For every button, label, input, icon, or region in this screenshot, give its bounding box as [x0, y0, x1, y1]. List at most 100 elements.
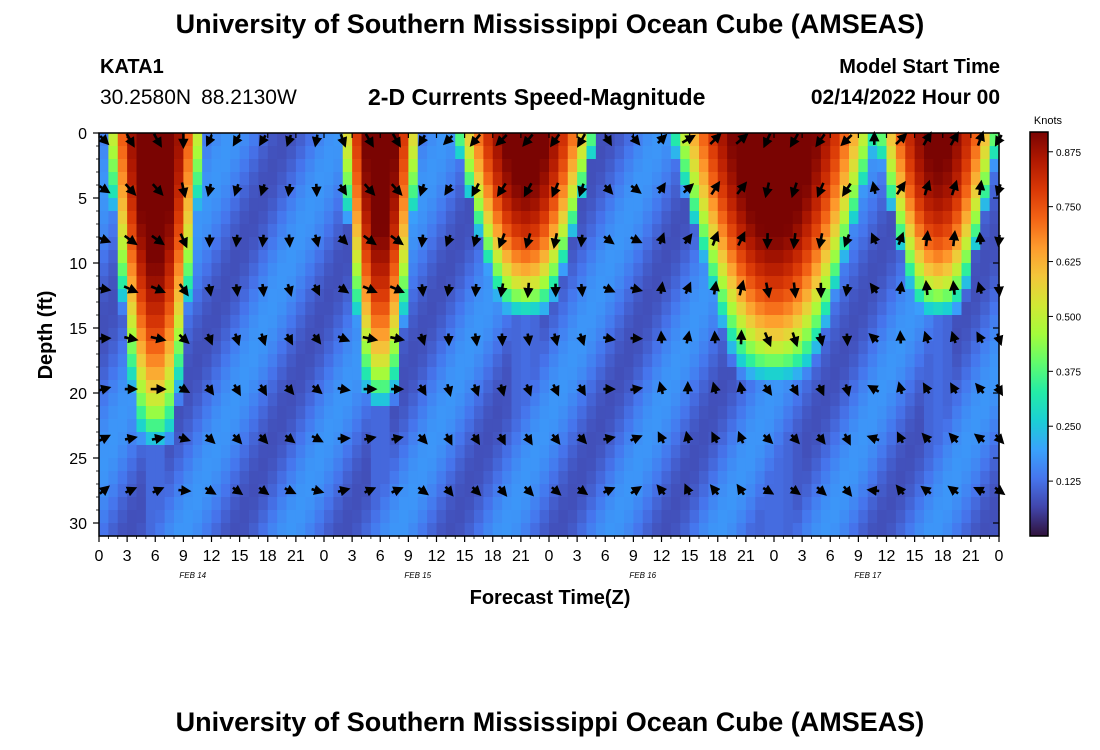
heatmap-cell: [858, 341, 869, 355]
heatmap-cell: [380, 341, 391, 355]
current-vector-arrow: [895, 231, 905, 246]
heatmap-cell: [689, 445, 700, 459]
current-vector-arrow: [657, 381, 668, 395]
heatmap-cell: [717, 393, 728, 407]
heatmap-cell: [314, 263, 325, 277]
x-tick-label: 0: [95, 548, 104, 565]
current-vector-arrow: [443, 485, 454, 497]
current-vector-arrow: [337, 283, 350, 294]
heatmap-cell: [164, 393, 175, 407]
heatmap-cell: [670, 406, 681, 420]
heatmap-cell: [774, 185, 784, 199]
heatmap-cell: [530, 250, 541, 264]
heatmap-cell: [474, 224, 484, 238]
heatmap-cell: [952, 172, 963, 186]
heatmap-cell: [914, 445, 925, 459]
heatmap-cell: [399, 445, 409, 459]
current-vector-arrow: [736, 483, 747, 496]
heatmap-cell: [408, 341, 419, 355]
heatmap-cell: [474, 172, 484, 186]
heatmap-cell: [389, 406, 400, 420]
heatmap-cell: [511, 302, 522, 316]
heatmap-cell: [661, 354, 672, 368]
heatmap-cell: [689, 328, 700, 342]
heatmap-cell: [708, 497, 719, 511]
heatmap-cell: [708, 341, 719, 355]
heatmap-cell: [764, 276, 775, 290]
current-vector-arrow: [337, 383, 351, 394]
heatmap-cell: [933, 315, 944, 329]
heatmap-cell: [708, 263, 719, 277]
heatmap-cell: [661, 419, 672, 433]
heatmap-cell: [652, 211, 663, 225]
heatmap-cell: [755, 276, 766, 290]
heatmap-cell: [99, 406, 109, 420]
current-vector-arrow: [709, 230, 720, 246]
heatmap-cell: [980, 315, 991, 329]
heatmap-cell: [183, 419, 194, 433]
heatmap-cell: [230, 393, 241, 407]
heatmap-cell: [886, 341, 897, 355]
heatmap-cell: [849, 341, 859, 355]
heatmap-cell: [342, 406, 353, 420]
heatmap-cell: [970, 393, 981, 407]
heatmap-cell: [895, 159, 906, 173]
heatmap-cell: [286, 471, 297, 485]
heatmap-cell: [445, 276, 456, 290]
heatmap-cell: [614, 406, 625, 420]
heatmap-cell: [502, 380, 513, 394]
heatmap-cell: [624, 406, 634, 420]
heatmap-cell: [324, 172, 334, 186]
heatmap-cell: [745, 458, 756, 472]
heatmap-cell: [614, 302, 625, 316]
y-tick-label: 10: [69, 256, 87, 273]
heatmap-cell: [239, 458, 250, 472]
heatmap-cell: [295, 354, 306, 368]
heatmap-cell: [755, 380, 766, 394]
heatmap-cell: [417, 497, 428, 511]
heatmap-cell: [595, 172, 606, 186]
heatmap-cell: [145, 367, 156, 381]
heatmap-cell: [361, 159, 372, 173]
current-vector-arrow: [257, 333, 268, 347]
heatmap-cell: [417, 354, 428, 368]
heatmap-cell: [164, 133, 175, 147]
heatmap-cell: [961, 445, 972, 459]
heatmap-cell: [192, 250, 203, 264]
heatmap-cell: [689, 263, 700, 277]
heatmap-cell: [699, 510, 709, 524]
heatmap-cell: [895, 289, 906, 303]
heatmap-cell: [792, 198, 803, 212]
heatmap-cell: [661, 172, 672, 186]
heatmap-cell: [970, 458, 981, 472]
heatmap-cell: [483, 224, 494, 238]
heatmap-cell: [839, 367, 850, 381]
heatmap-cell: [989, 250, 1000, 264]
heatmap-cell: [802, 484, 813, 498]
heatmap-cell: [605, 198, 616, 212]
heatmap-cell: [849, 224, 859, 238]
heatmap-cell: [145, 172, 156, 186]
current-vector-arrow: [98, 134, 110, 146]
heatmap-cell: [792, 406, 803, 420]
heatmap-cell: [361, 224, 372, 238]
current-vector-arrow: [948, 432, 960, 444]
heatmap-cell: [277, 198, 288, 212]
heatmap-cell: [474, 497, 484, 511]
heatmap-cell: [736, 497, 747, 511]
x-tick-label: 3: [573, 548, 582, 565]
heatmap-cell: [989, 523, 1000, 537]
heatmap-cell: [802, 432, 813, 446]
heatmap-cell: [352, 497, 363, 511]
heatmap-cell: [492, 419, 503, 433]
heatmap-cell: [277, 445, 288, 459]
heatmap-cell: [230, 302, 241, 316]
heatmap-cell: [895, 367, 906, 381]
heatmap-cell: [811, 406, 822, 420]
heatmap-cell: [174, 380, 184, 394]
current-vector-arrow: [417, 485, 430, 496]
heatmap-cell: [427, 380, 438, 394]
heatmap-cell: [136, 393, 147, 407]
current-vector-arrow: [762, 484, 775, 495]
heatmap-cell: [267, 198, 278, 212]
